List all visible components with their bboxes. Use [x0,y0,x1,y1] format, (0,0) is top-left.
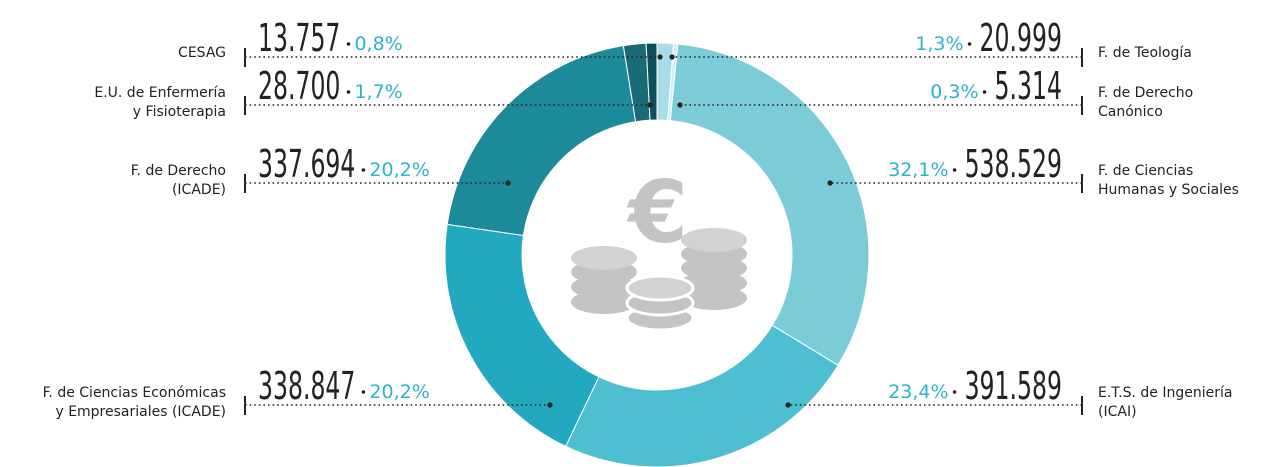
percent-label: 0,8% [354,33,402,55]
leader-dot [785,402,791,408]
separator-dot [361,168,366,172]
segment-name: y Fisioterapia [133,104,226,120]
value-label: 538.529 [965,143,1062,186]
coin-stack-middle [625,274,695,332]
separator-dot [346,42,351,46]
donut-segment [645,42,658,121]
value-group: 337.694 [258,143,355,186]
value-group: 538.529 [965,143,1062,186]
coin-stack-left [571,246,637,314]
value-label: 338.847 [258,365,355,408]
percent-label: 0,3% [930,81,978,103]
separator-dot [967,42,972,46]
value-group: 5.314 [995,65,1062,108]
segment-name: Humanas y Sociales [1098,182,1239,198]
segment-name: F. de Teología [1098,45,1192,61]
donut-segment [444,223,600,448]
leader-dot [677,102,683,108]
coins-icon: € [571,163,747,332]
value-label: 337.694 [258,143,355,186]
leader-dot [547,402,553,408]
segment-name: F. de Ciencias Económicas [43,385,226,401]
segment-name: (ICADE) [172,182,226,198]
value-label: 28.700 [258,65,340,108]
separator-dot [361,390,366,394]
leader-dot [827,180,833,186]
value-label: 20.999 [980,17,1062,60]
labels: F. de Teología 20.999 1,3% F. de Derecho Can… [43,17,1239,420]
segment-name: F. de Derecho [131,163,226,179]
value-group: 13.757 [258,17,340,60]
segment-name: F. de Derecho [1098,85,1193,101]
percent-label: 32,1% [888,159,948,181]
value-group: 28.700 [258,65,340,108]
segment-name: F. de Ciencias [1098,163,1193,179]
percent-label: 1,7% [354,81,402,103]
separator-dot [982,90,987,94]
svg-text:€: € [626,163,688,263]
value-group: 20.999 [980,17,1062,60]
value-label: 13.757 [258,17,340,60]
segment-name: E.U. de Enfermería [94,85,226,101]
separator-dot [346,90,351,94]
donut-segment [446,45,637,237]
percent-label: 1,3% [915,33,963,55]
donut [444,42,870,467]
percent-label: 20,2% [369,159,429,181]
leader-dot [657,54,663,60]
value-group: 391.589 [965,365,1062,408]
segment-name: CESAG [178,45,226,61]
separator-dot [952,168,957,172]
percent-label: 23,4% [888,381,948,403]
value-group: 338.847 [258,365,355,408]
segment-name: y Empresariales (ICADE) [55,404,226,420]
donut-segment [669,43,870,367]
percent-label: 20,2% [369,381,429,403]
separator-dot [952,390,957,394]
value-label: 391.589 [965,365,1062,408]
segment-name: Canónico [1098,104,1163,120]
donut-segment [565,324,839,467]
coin-stack-right [681,228,747,310]
leader-dot [669,54,675,60]
segment-name: (ICAI) [1098,404,1137,420]
leader-dot [647,102,653,108]
leader-dot [505,180,511,186]
segment-name: E.T.S. de Ingeniería [1098,385,1232,401]
value-label: 5.314 [995,65,1062,108]
